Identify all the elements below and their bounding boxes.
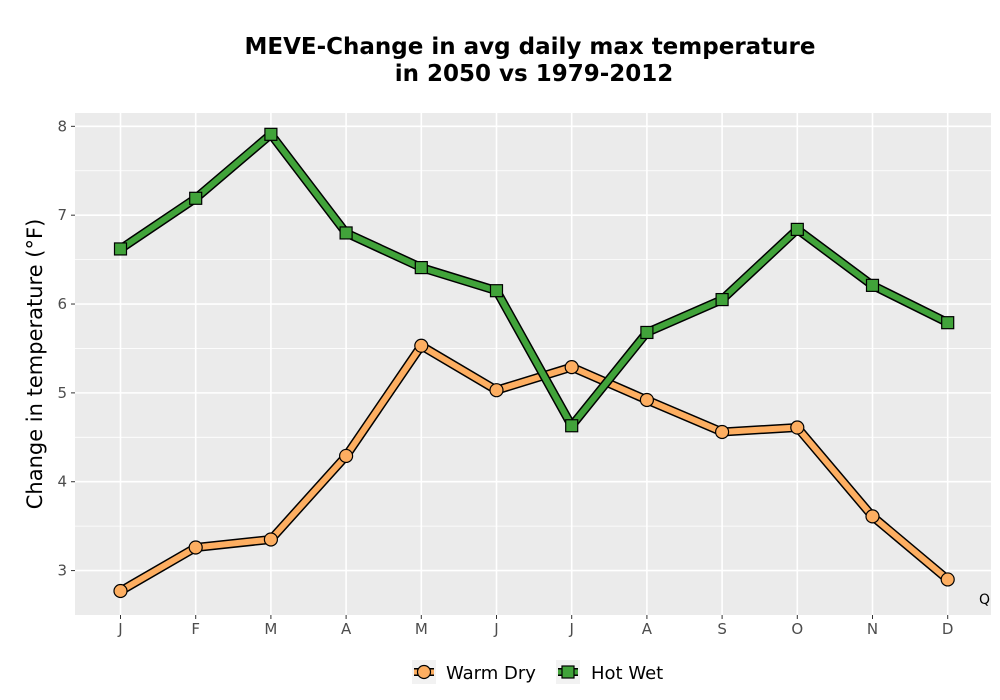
x-tick-label: J: [568, 620, 573, 638]
grid-major: [75, 113, 991, 615]
data-point: [639, 392, 655, 408]
data-point: [339, 448, 354, 464]
chart-title-line2: in 2050 vs 1979-2012: [395, 61, 674, 87]
y-axis: 3 4 5 6 7 8: [57, 117, 75, 580]
series-line: [117, 342, 951, 595]
data-point: [189, 191, 203, 205]
legend-key-marker: [561, 665, 575, 679]
data-point: [790, 420, 805, 435]
y-tick-label: 6: [57, 295, 67, 313]
legend-key-marker: [416, 664, 432, 680]
legend-label: Hot Wet: [591, 663, 663, 684]
x-tick-label: O: [791, 620, 803, 638]
data-point: [264, 127, 278, 141]
data-point: [940, 572, 955, 587]
data-point: [113, 583, 128, 599]
data-point: [414, 260, 428, 275]
series-layer: [113, 127, 955, 599]
data-point: [565, 419, 579, 433]
y-tick-label: 4: [57, 473, 67, 491]
y-tick-label: 8: [57, 117, 67, 135]
data-point: [640, 325, 654, 340]
data-point: [790, 222, 804, 236]
x-tick-label: J: [493, 620, 498, 638]
data-point: [865, 509, 880, 524]
y-axis-title: Change in temperature (°F): [23, 219, 47, 510]
x-tick-label: F: [191, 620, 200, 638]
chart-title-line1: MEVE-Change in avg daily max temperature: [244, 34, 815, 60]
data-point: [414, 338, 429, 353]
x-tick-label: M: [264, 620, 277, 638]
data-point: [489, 383, 504, 398]
data-point: [489, 284, 504, 298]
legend: Warm Dry Hot Wet: [412, 660, 663, 684]
x-tick-label: S: [717, 620, 727, 638]
y-tick-label: 7: [57, 206, 67, 224]
x-tick-label: N: [867, 620, 878, 638]
series-line: [117, 131, 951, 429]
x-tick-label: A: [341, 620, 352, 638]
data-point: [339, 226, 353, 240]
x-tick-label: M: [415, 620, 428, 638]
data-point: [865, 278, 880, 292]
y-tick-label: 3: [57, 562, 67, 580]
x-tick-label: J: [117, 620, 122, 638]
data-point: [715, 292, 729, 307]
y-tick-label: 5: [57, 384, 67, 402]
data-point: [714, 424, 730, 440]
data-point: [941, 316, 955, 330]
corner-note: Q: [979, 592, 990, 608]
legend-label: Warm Dry: [446, 663, 536, 684]
data-point: [564, 360, 579, 375]
x-tick-label: D: [942, 620, 954, 638]
data-point: [188, 540, 203, 555]
x-tick-label: A: [642, 620, 653, 638]
data-point: [263, 532, 278, 547]
data-point: [113, 242, 128, 256]
